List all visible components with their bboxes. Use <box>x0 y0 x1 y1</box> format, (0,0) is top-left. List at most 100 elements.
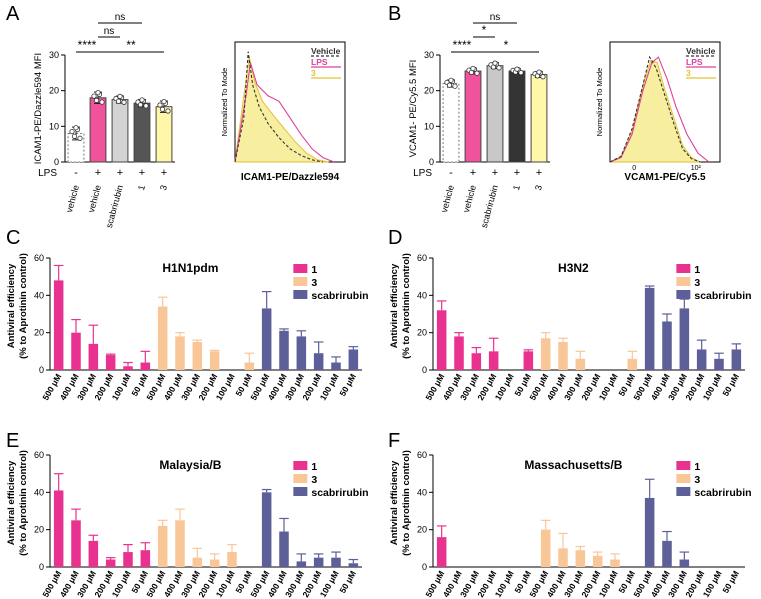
panelE-legend-label: 3 <box>311 474 317 486</box>
panelB-datapoint <box>446 82 453 88</box>
panelC-legend-label: 3 <box>311 277 317 289</box>
panelB-hist-legend-label: LPS <box>686 57 703 67</box>
panelB-category-label: 3 <box>533 184 544 191</box>
panelF-y-label-2: (% to Aprotinin control) <box>401 450 412 556</box>
panelA-hist-legend-label: 3 <box>311 68 316 78</box>
panelE-bar <box>123 552 133 567</box>
panelB-hist-series-lps <box>609 56 710 163</box>
panelA-datapoint <box>115 98 122 104</box>
panelA-lps-sign: + <box>95 167 101 179</box>
panelC-category-label: 50 μM <box>337 372 358 398</box>
panelA-datapoint <box>69 128 75 135</box>
panelD-bar <box>644 287 655 370</box>
panelC-y-label-1: Antiviral efficiency <box>6 263 17 348</box>
panelB-datapoint <box>448 77 454 83</box>
panelB-bar-4 <box>530 74 548 163</box>
panelF-legend-swatch <box>676 474 691 483</box>
panelE-bar <box>175 520 185 567</box>
panelC-ytick-label: 0 <box>39 365 44 375</box>
panelB-hist-legend-label: 3 <box>686 68 691 78</box>
panelB-category-label: 1 <box>511 184 522 191</box>
panelD-ytick-label: 20 <box>417 328 427 338</box>
panelC-bar <box>88 343 99 370</box>
panelA-datapoint <box>157 102 163 108</box>
panelC-y-label-2: (% to Aprotinin control) <box>18 253 29 359</box>
panelB-lps-sign: + <box>470 167 476 179</box>
panelF-legend-label: scabrirubin <box>694 487 751 499</box>
panelB-sig-label: **** <box>453 38 472 52</box>
panelA-sig-label: ns <box>104 26 115 37</box>
panelF-category-label: 50 μM <box>720 569 741 595</box>
panelD-bar <box>558 342 568 370</box>
panelF-legend-label: 1 <box>694 461 700 473</box>
panelF-bar <box>610 559 620 567</box>
panelB-datapoint <box>540 74 546 80</box>
panelF-legend-swatch <box>676 461 691 470</box>
panelC-bar <box>209 351 220 370</box>
panelA-hist-legend-label: LPS <box>311 57 328 67</box>
panel-label-F: F <box>388 430 400 452</box>
panelE-bar <box>105 559 116 567</box>
panelA-category-label: vehicle <box>64 184 81 214</box>
panelC-legend-label: 1 <box>311 264 317 276</box>
panelE-title: Malaysia/B <box>159 458 221 472</box>
panelC-bar <box>157 306 168 370</box>
panelC-bar <box>296 336 307 370</box>
panelC-bar <box>331 362 341 370</box>
panelA-y-label: ICAM1-PE/Dazzle594 MFI <box>33 53 44 164</box>
panelA-sig-label: ns <box>115 12 126 23</box>
panelA-bar-4 <box>155 106 173 163</box>
panelC-bar <box>140 362 151 370</box>
panelE-legend-label: 1 <box>311 461 317 473</box>
panelF-bar <box>644 497 655 567</box>
panelE-bar <box>209 559 220 567</box>
panelB-ytick-label: 0 <box>429 157 434 167</box>
panel-label-E: E <box>6 430 19 452</box>
panelA-datapoint <box>121 99 127 105</box>
panelD-bar <box>627 358 638 370</box>
panelD-y-label-1: Antiviral efficiency <box>389 263 400 348</box>
panelA-datapoint <box>73 125 79 131</box>
panelD-y-label-2: (% to Aprotinin control) <box>401 253 412 359</box>
panelE-bar <box>53 490 64 567</box>
panelA-datapoint <box>91 93 97 99</box>
panelE-ytick-label: 40 <box>34 487 44 497</box>
panelA-lps-sign: - <box>74 167 78 179</box>
panelB-hist-series-vehicle <box>609 55 701 163</box>
panelB-hist-series-3-fill <box>609 59 701 163</box>
panelE-ytick-label: 0 <box>39 562 44 572</box>
panelC-bar <box>279 330 289 370</box>
panelD-legend-swatch <box>676 264 691 273</box>
panelA-hist-series-lps <box>234 62 335 163</box>
panelE-legend-swatch <box>293 461 308 470</box>
panelA-hist-y-label: Normalized To Mode <box>220 68 229 137</box>
panelB-bar-3 <box>508 70 526 163</box>
panelA-category-label: 3 <box>158 184 169 191</box>
panelB-ytick-label: 10 <box>424 121 434 131</box>
panelB-datapoint <box>492 60 498 66</box>
panelA-datapoint <box>161 98 167 105</box>
panelC-bar <box>175 336 185 370</box>
panelF-bar <box>679 559 690 567</box>
panelF-ytick-label: 60 <box>417 450 427 460</box>
panelD-bar <box>714 358 724 370</box>
panelB-bar-0 <box>442 83 460 163</box>
panelA-datapoint <box>77 135 83 141</box>
panelD-bar <box>454 336 464 370</box>
panelA-bar-1 <box>89 97 107 163</box>
panelD-bar <box>575 358 586 370</box>
panelF-ytick-label: 20 <box>417 525 427 535</box>
panelA-lps-sign: + <box>117 167 123 179</box>
panel-label-C: C <box>6 227 20 249</box>
panelF-bar <box>662 540 672 567</box>
panelF-title: Massachusetts/B <box>524 458 622 472</box>
panelE-legend-swatch <box>293 487 308 496</box>
panelD-bar <box>696 349 707 370</box>
panelC-ytick-label: 60 <box>34 253 44 263</box>
panelE-bar <box>279 531 289 567</box>
panelA-lps-label: LPS <box>38 168 57 179</box>
panelE-y-label-2: (% to Aprotinin control) <box>18 450 29 556</box>
panelB-y-label: VCAM1- PE/Cy5.5 MFI <box>408 60 419 158</box>
panelA-sig-label: **** <box>78 38 97 52</box>
